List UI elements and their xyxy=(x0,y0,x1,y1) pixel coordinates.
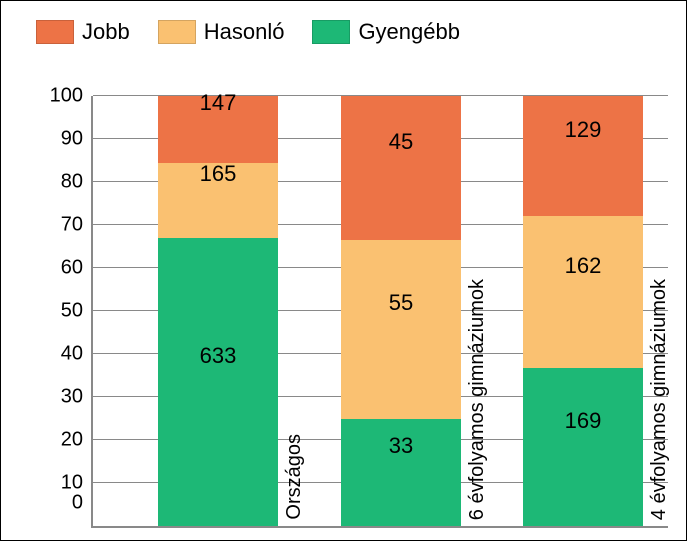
value-jobb: 129 xyxy=(523,117,643,143)
legend-swatch-hasonlo xyxy=(158,20,196,44)
value-jobb: 45 xyxy=(341,129,461,155)
y-tick: 0 xyxy=(72,492,93,515)
category-label: Országos xyxy=(283,434,306,520)
value-hasonlo: 55 xyxy=(341,290,461,316)
seg-hasonlo xyxy=(341,240,461,418)
bar-orszagos: 633 165 147 xyxy=(158,96,278,526)
bar-4evf: 169 162 129 xyxy=(523,96,643,526)
y-tick: 70 xyxy=(61,214,93,237)
plot-area: 10 20 30 40 50 60 70 80 90 100 0 633 165… xyxy=(91,96,668,528)
seg-gyengebb xyxy=(158,238,278,526)
legend-item-hasonlo: Hasonló xyxy=(158,19,285,45)
y-tick: 90 xyxy=(61,128,93,151)
y-tick: 10 xyxy=(61,472,93,495)
seg-jobb xyxy=(523,96,643,216)
legend-label-jobb: Jobb xyxy=(82,19,130,45)
legend-item-jobb: Jobb xyxy=(36,19,130,45)
y-tick: 20 xyxy=(61,429,93,452)
seg-hasonlo xyxy=(523,216,643,368)
y-tick: 30 xyxy=(61,386,93,409)
legend-swatch-jobb xyxy=(36,20,74,44)
legend-label-hasonlo: Hasonló xyxy=(204,19,285,45)
category-label: 6 évfolyamos gimnáziumok xyxy=(466,279,489,520)
value-gyengebb: 33 xyxy=(341,433,461,459)
legend-item-gyengebb: Gyengébb xyxy=(312,19,460,45)
legend-swatch-gyengebb xyxy=(312,20,350,44)
legend-label-gyengebb: Gyengébb xyxy=(358,19,460,45)
y-tick: 60 xyxy=(61,257,93,280)
y-tick: 50 xyxy=(61,300,93,323)
legend: Jobb Hasonló Gyengébb xyxy=(36,19,478,45)
y-tick: 80 xyxy=(61,171,93,194)
value-hasonlo: 162 xyxy=(523,253,643,279)
seg-gyengebb xyxy=(523,368,643,526)
value-jobb: 147 xyxy=(158,90,278,116)
seg-jobb xyxy=(341,96,461,240)
value-gyengebb: 633 xyxy=(158,343,278,369)
value-gyengebb: 169 xyxy=(523,408,643,434)
category-label: 4 évfolyamos gimnáziumok xyxy=(648,279,671,520)
chart-frame: Jobb Hasonló Gyengébb 10 20 30 40 50 60 … xyxy=(0,0,687,541)
y-tick: 40 xyxy=(61,343,93,366)
bar-6evf: 33 55 45 xyxy=(341,96,461,526)
y-tick: 100 xyxy=(50,85,93,108)
value-hasonlo: 165 xyxy=(158,161,278,187)
